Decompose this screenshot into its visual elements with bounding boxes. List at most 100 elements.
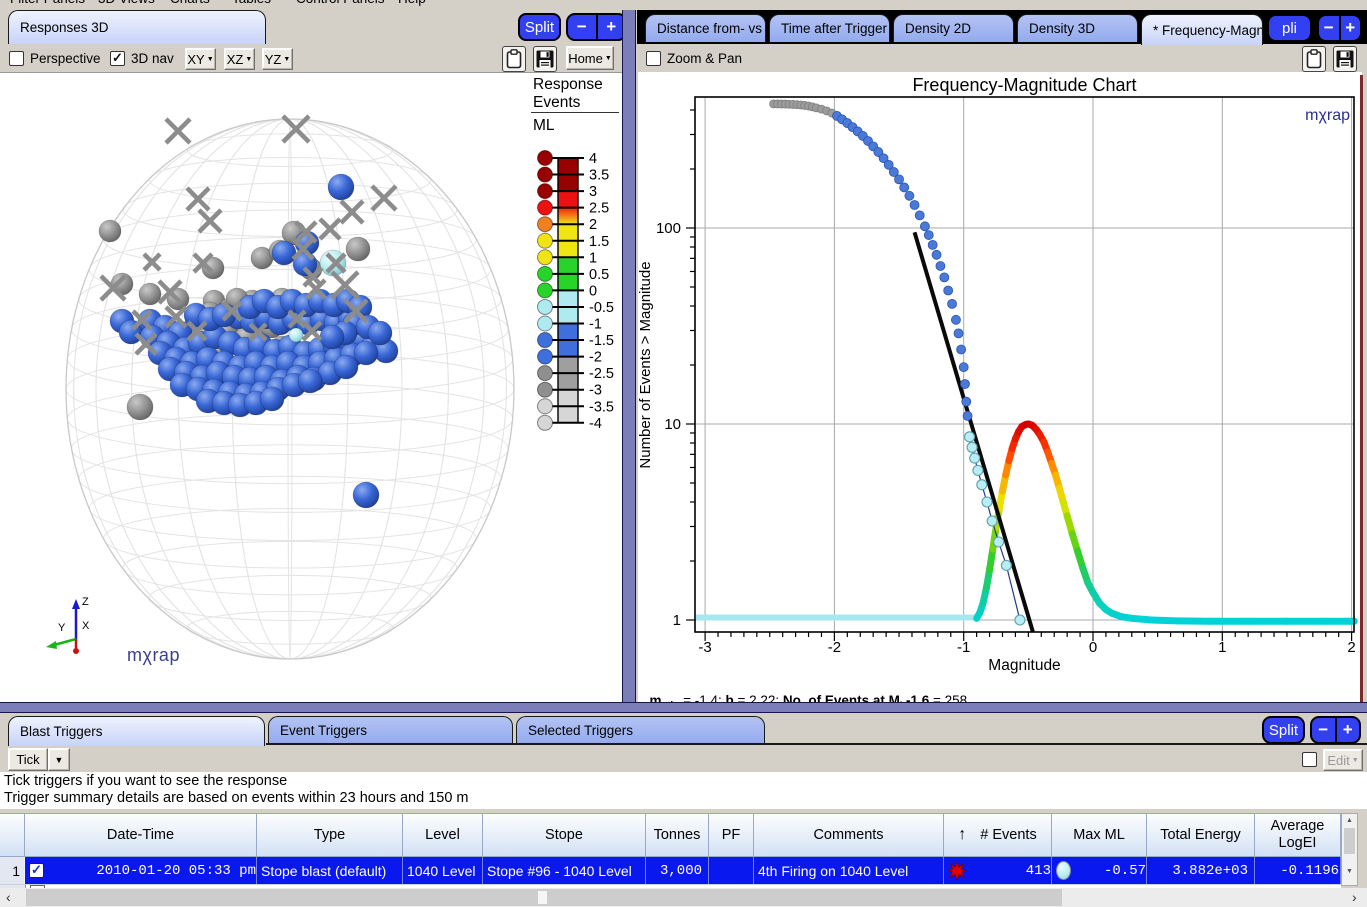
bottom-split-button[interactable]: Split	[1262, 716, 1305, 744]
view-xz-button[interactable]: XZ▼	[224, 48, 255, 70]
legend-marker	[538, 217, 553, 232]
view-yz-button[interactable]: YZ▼	[262, 48, 293, 70]
column-header-Average LogEI[interactable]: Average LogEI	[1255, 813, 1341, 857]
tick-dropdown-button[interactable]: ▼	[48, 748, 70, 771]
table-horizontal-scrollbar[interactable]: ‹ ›	[0, 888, 1367, 907]
chevron-down-icon: ▼	[55, 755, 64, 765]
scrollbar-grip	[538, 891, 547, 904]
chart-title: Frequency-Magnitude Chart	[912, 75, 1136, 95]
horizontal-splitter[interactable]	[0, 702, 1367, 713]
legend-tick-label: 0	[589, 283, 597, 299]
bottom-split-label: Split	[1269, 722, 1298, 739]
trigger-info-line-1: Tick triggers if you want to see the res…	[4, 773, 287, 789]
tab-density-2d[interactable]: Density 2D	[893, 14, 1014, 42]
column-header-label: Tonnes	[654, 827, 701, 844]
tab-event-triggers[interactable]: Event Triggers	[268, 716, 513, 744]
perspective-checkbox[interactable]	[9, 51, 24, 66]
tab-blast-triggers[interactable]: Blast Triggers	[8, 716, 265, 746]
scroll-down-icon[interactable]: ▼	[1342, 868, 1357, 875]
column-header-Comments[interactable]: Comments	[754, 813, 944, 857]
legend-marker	[538, 200, 553, 215]
right-minus-plus-buttons[interactable]: − +	[1317, 14, 1362, 42]
column-header-label: Total Energy	[1160, 827, 1241, 844]
column-header-Tonnes[interactable]: Tonnes	[646, 813, 709, 857]
left-split-button[interactable]: Split	[518, 13, 561, 41]
column-header-# Events[interactable]: ↑# Events	[944, 813, 1052, 857]
right-plus-button[interactable]: +	[1339, 16, 1361, 40]
table-vertical-scrollbar[interactable]: ▲ ▼	[1341, 813, 1358, 886]
scroll-left-icon[interactable]: ‹	[6, 889, 11, 905]
tab-time-after-trigger[interactable]: Time after Trigger	[769, 14, 890, 42]
tab-label: Time after Trigger	[781, 21, 887, 36]
column-header-PF[interactable]: PF	[709, 813, 754, 857]
3d-nav-checkbox[interactable]: ✓	[110, 51, 125, 66]
tab-label: Selected Triggers	[528, 723, 633, 738]
open-circle-connector	[970, 437, 1020, 620]
menu-item-control-panels[interactable]: Control Panels	[296, 0, 385, 6]
view-xy-button[interactable]: XY▼	[185, 48, 216, 70]
column-header-Type[interactable]: Type	[257, 813, 403, 857]
tick-button[interactable]: Tick	[8, 748, 48, 771]
vertical-splitter[interactable]	[622, 10, 636, 702]
legend-tick-label: 0.5	[589, 267, 609, 283]
left-minus-button[interactable]: −	[568, 15, 596, 39]
home-view-button[interactable]: Home▼	[566, 46, 614, 70]
legend-tick-label: 4	[589, 151, 597, 167]
column-header-Max ML[interactable]: Max ML	[1052, 813, 1147, 857]
chart-save-button[interactable]	[1333, 46, 1357, 72]
save-image-button[interactable]	[533, 46, 557, 72]
column-header-Stope[interactable]: Stope	[483, 813, 646, 857]
home-label: Home	[568, 51, 603, 66]
left-minus-plus-buttons[interactable]: − +	[566, 13, 627, 41]
tab-selected-triggers[interactable]: Selected Triggers	[516, 716, 765, 744]
x-tick-label: -3	[698, 639, 711, 656]
left-plus-button[interactable]: +	[596, 15, 626, 39]
tab-distance-from-vs-t[interactable]: Distance from- vs T	[645, 14, 766, 42]
table-row[interactable]: 1✓2010-01-20 05:33 pmStope blast (defaul…	[0, 857, 1341, 884]
cell-date-time: ✓2010-01-20 05:33 pm	[25, 857, 257, 884]
tab-responses-3d[interactable]: Responses 3D	[8, 10, 266, 44]
menu-bar: Filter Panels 3D Views Charts Tables Con…	[0, 0, 1367, 7]
column-header-Date-Time[interactable]: Date-Time	[25, 813, 257, 857]
x-tick-label: -1	[957, 639, 970, 656]
bottom-minus-plus-buttons[interactable]: − +	[1310, 716, 1361, 744]
legend-divider	[531, 112, 619, 113]
cell-max-ml-value: -0.57	[1071, 863, 1146, 879]
sort-ascending-icon: ↑	[958, 826, 966, 844]
menu-item-filter-panels[interactable]: Filter Panels	[10, 0, 85, 6]
menu-item-help[interactable]: Help	[398, 0, 426, 6]
column-header-row-number[interactable]	[0, 813, 25, 857]
legend-tick-label: -2.5	[589, 366, 614, 382]
column-header-Total Energy[interactable]: Total Energy	[1147, 813, 1255, 857]
zoom-pan-checkbox[interactable]	[646, 51, 661, 66]
right-split-button-clipped[interactable]: pli	[1267, 14, 1312, 42]
right-minus-button[interactable]: −	[1319, 16, 1339, 40]
copy-to-clipboard-button[interactable]	[502, 46, 526, 72]
tab-frequency-magnitude[interactable]: * Frequency-Magnit	[1141, 14, 1263, 45]
chevron-down-icon: ▼	[207, 56, 214, 63]
zoom-pan-label: Zoom & Pan	[667, 51, 742, 66]
bottom-minus-button[interactable]: −	[1312, 718, 1335, 742]
cell-comments: 4th Firing on 1040 Level	[754, 857, 944, 884]
colorbar-segment	[558, 191, 578, 208]
column-header-label: Date-Time	[107, 827, 174, 844]
scrollbar-thumb[interactable]	[26, 889, 1062, 906]
trigger-checkbox[interactable]: ✓	[29, 863, 44, 878]
scrollbar-thumb[interactable]	[1344, 828, 1355, 854]
legend-marker	[538, 167, 553, 182]
trigger-info-line-2: Trigger summary details are based on eve…	[4, 790, 469, 806]
legend-tick-label: 1	[589, 250, 597, 266]
tab-density-3d[interactable]: Density 3D	[1017, 14, 1138, 42]
bottom-plus-button[interactable]: +	[1335, 718, 1360, 742]
menu-item-tables[interactable]: Tables	[232, 0, 271, 6]
tab-label: Density 2D	[905, 21, 971, 36]
menu-item-charts[interactable]: Charts	[170, 0, 210, 6]
column-header-Level[interactable]: Level	[403, 813, 483, 857]
legend-marker	[538, 366, 553, 381]
tab-label: Density 3D	[1029, 21, 1095, 36]
scroll-right-icon[interactable]: ›	[1352, 889, 1357, 905]
menu-item-3d-views[interactable]: 3D Views	[98, 0, 155, 6]
scroll-up-icon[interactable]: ▲	[1342, 817, 1357, 824]
edit-checkbox[interactable]	[1302, 752, 1317, 767]
chart-copy-button[interactable]	[1302, 46, 1326, 72]
